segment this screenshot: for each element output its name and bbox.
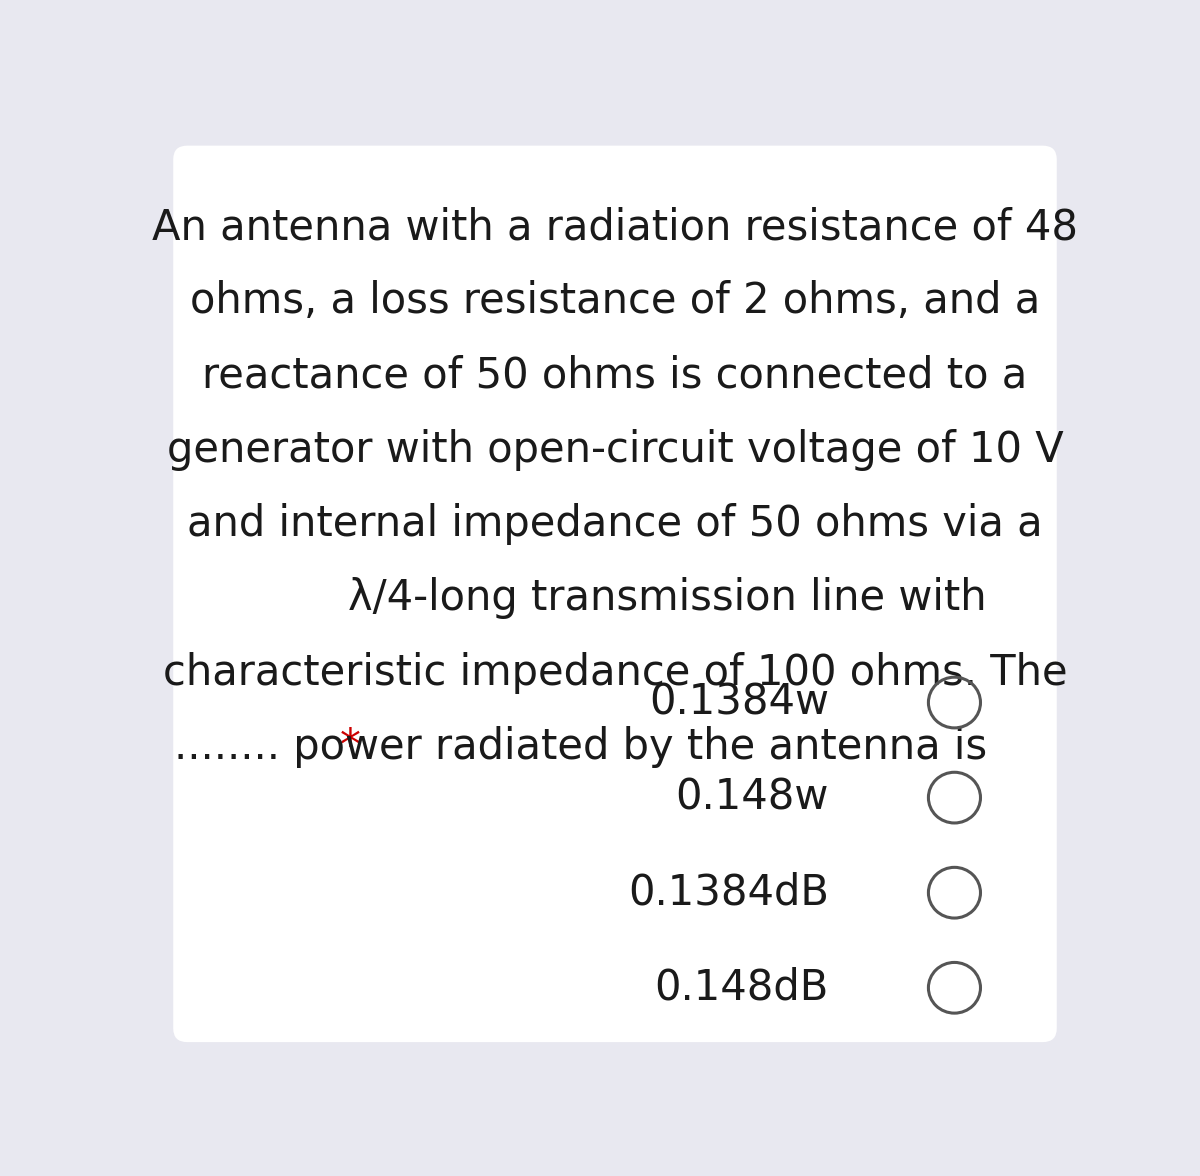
Text: λ/4-long transmission line with: λ/4-long transmission line with — [348, 577, 986, 620]
Text: reactance of 50 ohms is connected to a: reactance of 50 ohms is connected to a — [203, 355, 1027, 396]
Text: and internal impedance of 50 ohms via a: and internal impedance of 50 ohms via a — [187, 503, 1043, 546]
Text: characteristic impedance of 100 ohms. The: characteristic impedance of 100 ohms. Th… — [163, 652, 1067, 694]
Text: 0.1384dB: 0.1384dB — [628, 871, 829, 914]
Text: 0.148w: 0.148w — [676, 776, 829, 818]
Text: ohms, a loss resistance of 2 ohms, and a: ohms, a loss resistance of 2 ohms, and a — [190, 280, 1040, 322]
Text: 0.1384w: 0.1384w — [649, 682, 829, 723]
Text: 0.148dB: 0.148dB — [654, 967, 829, 1009]
Text: *: * — [340, 726, 360, 768]
FancyBboxPatch shape — [173, 146, 1057, 1042]
Text: generator with open-circuit voltage of 10 V: generator with open-circuit voltage of 1… — [167, 429, 1063, 470]
Text: An antenna with a radiation resistance of 48: An antenna with a radiation resistance o… — [152, 206, 1078, 248]
Text: ........ power radiated by the antenna is: ........ power radiated by the antenna i… — [174, 726, 986, 768]
